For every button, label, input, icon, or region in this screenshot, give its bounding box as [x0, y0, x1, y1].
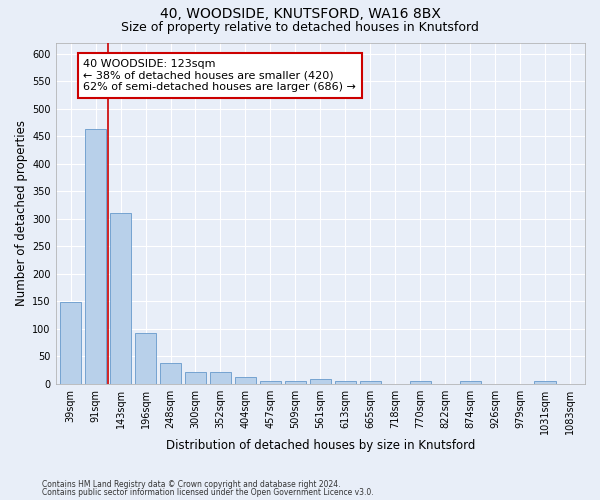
Bar [535, 381, 556, 384]
Bar [135, 333, 156, 384]
Bar [235, 376, 256, 384]
Bar [210, 372, 231, 384]
Bar [285, 381, 306, 384]
Y-axis label: Number of detached properties: Number of detached properties [15, 120, 28, 306]
Bar [310, 380, 331, 384]
Bar [60, 302, 81, 384]
Bar [160, 364, 181, 384]
Text: 40 WOODSIDE: 123sqm
← 38% of detached houses are smaller (420)
62% of semi-detac: 40 WOODSIDE: 123sqm ← 38% of detached ho… [83, 59, 356, 92]
Bar [335, 381, 356, 384]
Bar [110, 212, 131, 384]
Text: 40, WOODSIDE, KNUTSFORD, WA16 8BX: 40, WOODSIDE, KNUTSFORD, WA16 8BX [160, 8, 440, 22]
Bar [359, 381, 381, 384]
X-axis label: Distribution of detached houses by size in Knutsford: Distribution of detached houses by size … [166, 440, 475, 452]
Text: Size of property relative to detached houses in Knutsford: Size of property relative to detached ho… [121, 21, 479, 34]
Bar [410, 381, 431, 384]
Text: Contains HM Land Registry data © Crown copyright and database right 2024.: Contains HM Land Registry data © Crown c… [42, 480, 341, 489]
Bar [185, 372, 206, 384]
Bar [260, 380, 281, 384]
Bar [460, 381, 481, 384]
Text: Contains public sector information licensed under the Open Government Licence v3: Contains public sector information licen… [42, 488, 374, 497]
Bar [85, 130, 106, 384]
